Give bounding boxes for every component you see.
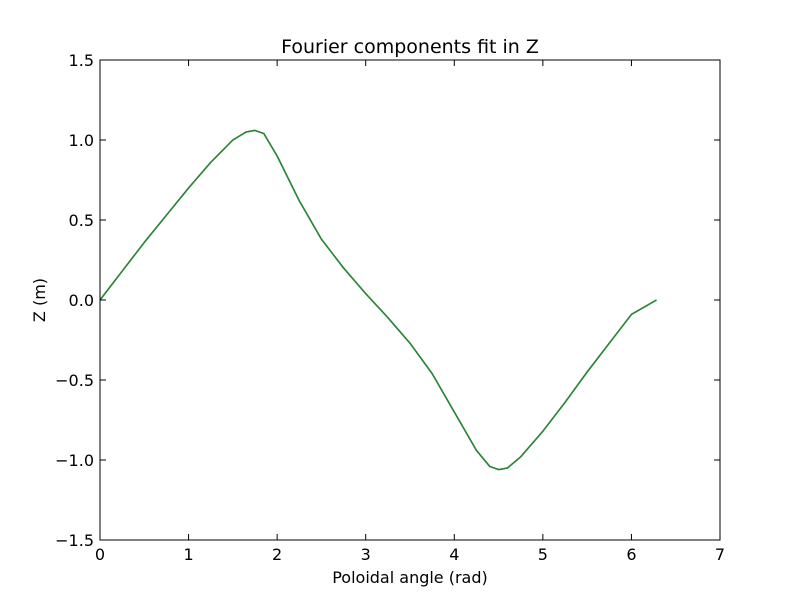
x-tick-label: 6 (626, 545, 636, 564)
x-tick-label: 5 (538, 545, 548, 564)
y-tick-label: −1.5 (55, 531, 94, 550)
y-tick-label: −0.5 (55, 371, 94, 390)
chart-title: Fourier components fit in Z (281, 36, 539, 58)
y-tick-label: 0.5 (69, 211, 94, 230)
plot-area: 0 1 2 3 4 5 6 7 −1.5 −1.0 −0.5 0.0 0.5 1.0 1.5 (55, 51, 725, 564)
x-tick-label: 1 (183, 545, 193, 564)
x-tick-label: 7 (715, 545, 725, 564)
y-tick-label: 0.0 (69, 291, 94, 310)
x-tick-label: 2 (272, 545, 282, 564)
x-axis-label: Poloidal angle (rad) (332, 568, 488, 587)
x-tick-label: 4 (449, 545, 459, 564)
y-tick-label: 1.5 (69, 51, 94, 70)
x-tick-label: 3 (361, 545, 371, 564)
y-axis-label: Z (m) (30, 278, 49, 322)
series-line-2 (99, 129, 657, 471)
y-tick-label: −1.0 (55, 451, 94, 470)
x-tick-label: 0 (95, 545, 105, 564)
y-tick-label: 1.0 (69, 131, 94, 150)
